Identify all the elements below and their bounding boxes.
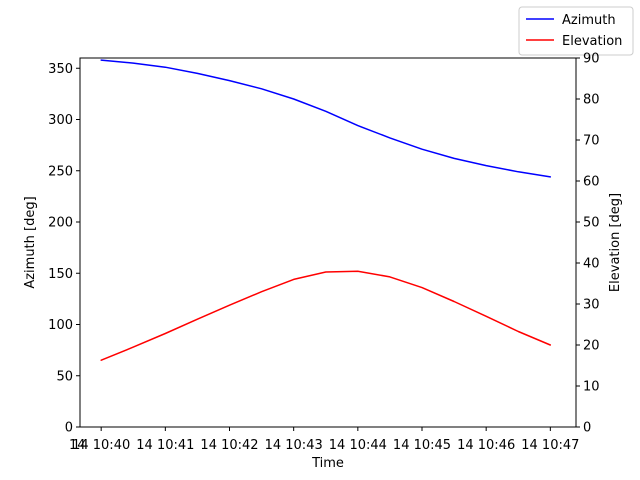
x-axis-tick-label: 14 10:45 xyxy=(393,438,451,453)
x-axis-title: Time xyxy=(311,456,344,471)
series-line-azimuth xyxy=(100,59,552,178)
x-axis-tick-label: 14 10:47 xyxy=(521,438,579,453)
plot-frame xyxy=(79,57,577,428)
left-axis-tick-label: 300 xyxy=(48,113,73,128)
legend: Azimuth Elevation xyxy=(518,6,634,56)
right-axis-tick-label: 90 xyxy=(583,52,600,67)
right-axis-tick-label: 20 xyxy=(583,339,600,354)
legend-label-elevation: Elevation xyxy=(562,34,622,49)
x-axis-tick-label: 14 10:43 xyxy=(265,438,323,453)
right-axis-tick-label: 0 xyxy=(583,421,591,436)
x-axis-tick-label: 14 10:46 xyxy=(457,438,515,453)
right-axis-tick-label: 80 xyxy=(583,93,600,108)
left-axis-title: Azimuth [deg] xyxy=(23,196,38,288)
x-axis-tick-label: 14 10:44 xyxy=(329,438,387,453)
left-axis-tick-label: 350 xyxy=(48,62,73,77)
right-axis-tick-label: 10 xyxy=(583,380,600,395)
right-axis-tick-label: 40 xyxy=(583,257,600,272)
right-axis-tick-label: 60 xyxy=(583,175,600,190)
x-axis-ticks: 14 10:40 14 10:41 14 10:42 14 10:43 14 10:44… xyxy=(72,427,579,453)
series-line-elevation xyxy=(100,270,552,361)
x-axis-tick-label: 14 10:40 xyxy=(72,438,130,453)
left-axis-ticks: 0 50 100 150 200 250 300 350 xyxy=(48,62,80,436)
right-axis-title: Elevation [deg] xyxy=(608,193,623,292)
right-axis-tick-label: 50 xyxy=(583,216,600,231)
left-axis-tick-label: 200 xyxy=(48,216,73,231)
x-axis-leading-label: 14 xyxy=(69,438,86,453)
left-axis-tick-label: 0 xyxy=(65,421,73,436)
left-axis-tick-label: 50 xyxy=(56,369,73,384)
left-axis-tick-label: 100 xyxy=(48,318,73,333)
series-layer xyxy=(100,59,552,361)
right-axis-ticks: 0 10 20 30 40 50 60 70 80 90 xyxy=(576,52,600,436)
right-axis-tick-label: 30 xyxy=(583,298,600,313)
x-axis-tick-label: 14 10:41 xyxy=(136,438,194,453)
x-axis-tick-label: 14 10:42 xyxy=(200,438,258,453)
left-axis-tick-label: 150 xyxy=(48,267,73,282)
right-axis-tick-label: 70 xyxy=(583,134,600,149)
legend-label-azimuth: Azimuth xyxy=(562,13,616,28)
left-axis-tick-label: 250 xyxy=(48,164,73,179)
